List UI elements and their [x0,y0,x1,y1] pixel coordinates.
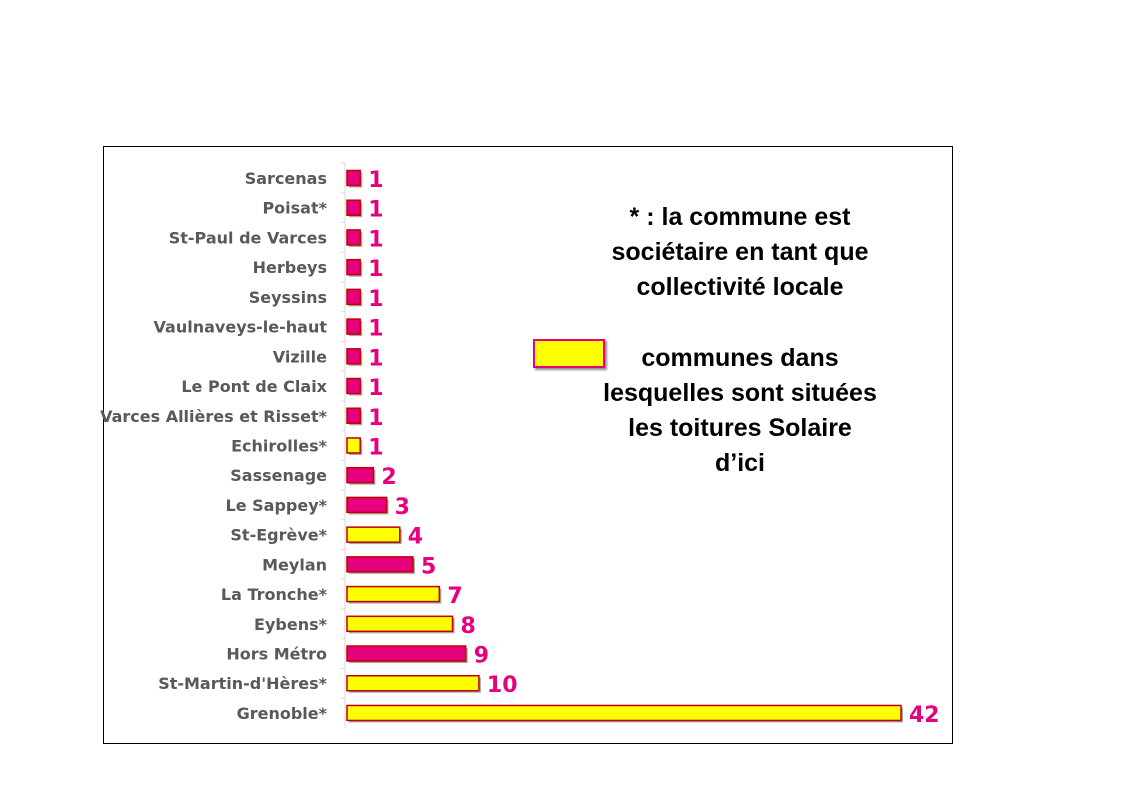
category-label: Vizille [273,347,327,366]
value-label: 3 [395,495,410,520]
value-label: 5 [421,554,436,579]
bar-highlighted [346,674,480,692]
category-label: Grenoble* [237,704,328,723]
category-label: Hors Métro [226,645,327,664]
chart-frame [103,146,953,744]
bar-highlighted [346,437,361,454]
legend-note-line: communes dans [641,344,839,372]
legend-swatch-highlighted [533,339,605,368]
bar-highlighted [346,615,454,633]
bar-highlighted [346,704,902,722]
bar [346,407,361,425]
value-label: 1 [368,198,383,223]
bar [346,645,467,662]
bar [346,377,361,395]
value-label: 42 [909,703,940,728]
bar [346,258,361,276]
bar [346,229,361,246]
asterisk-note: * : la commune est sociétaire en tant qu… [560,200,920,305]
bar [346,348,361,365]
bar [346,496,388,514]
category-label: La Tronche* [221,585,328,604]
category-label: Seyssins [249,288,327,307]
value-label: 4 [408,525,423,550]
category-label: Poisat* [262,199,327,218]
category-label: St-Egrève* [230,526,327,545]
value-label: 1 [368,168,383,193]
bar [346,466,375,484]
asterisk-note-line: collectivité locale [636,273,844,301]
bar-highlighted [346,526,401,543]
value-label: 1 [368,346,383,371]
category-label: Herbeys [253,258,327,277]
bar [346,556,414,573]
bar-highlighted [346,585,441,603]
legend-note-line: les toitures Solaire [628,414,852,442]
asterisk-note-line: * : la commune est [629,203,851,231]
value-label: 2 [381,465,396,490]
value-label: 1 [368,257,383,282]
legend-note: communes dans lesquelles sont situées le… [565,341,915,481]
category-label: Varces Allières et Risset* [100,407,328,426]
bar [346,318,361,335]
value-label: 8 [461,614,476,639]
category-label: Sassenage [230,466,327,485]
value-label: 1 [368,287,383,312]
asterisk-note-line: sociétaire en tant que [611,238,869,266]
value-label: 10 [487,673,518,698]
bar [346,199,361,216]
category-label: Eybens* [254,615,328,634]
value-label: 7 [447,584,462,609]
value-label: 9 [474,644,489,669]
bar [346,288,361,306]
bar [346,169,361,187]
category-label: Le Pont de Claix [181,377,327,396]
category-label: Sarcenas [245,169,327,188]
category-label: Meylan [262,555,327,574]
value-label: 1 [368,406,383,431]
value-label: 1 [368,227,383,252]
category-label: St-Paul de Varces [169,228,327,247]
value-label: 1 [368,376,383,401]
value-label: 1 [368,435,383,460]
category-label: Vaulnaveys-le-haut [154,318,328,337]
category-label: Le Sappey* [226,496,328,515]
category-label: Echirolles* [231,436,328,455]
legend-note-line: lesquelles sont situées [603,379,877,407]
category-label: St-Martin-d'Hères* [158,674,327,693]
value-label: 1 [368,317,383,342]
legend-note-line: d’ici [714,449,765,477]
